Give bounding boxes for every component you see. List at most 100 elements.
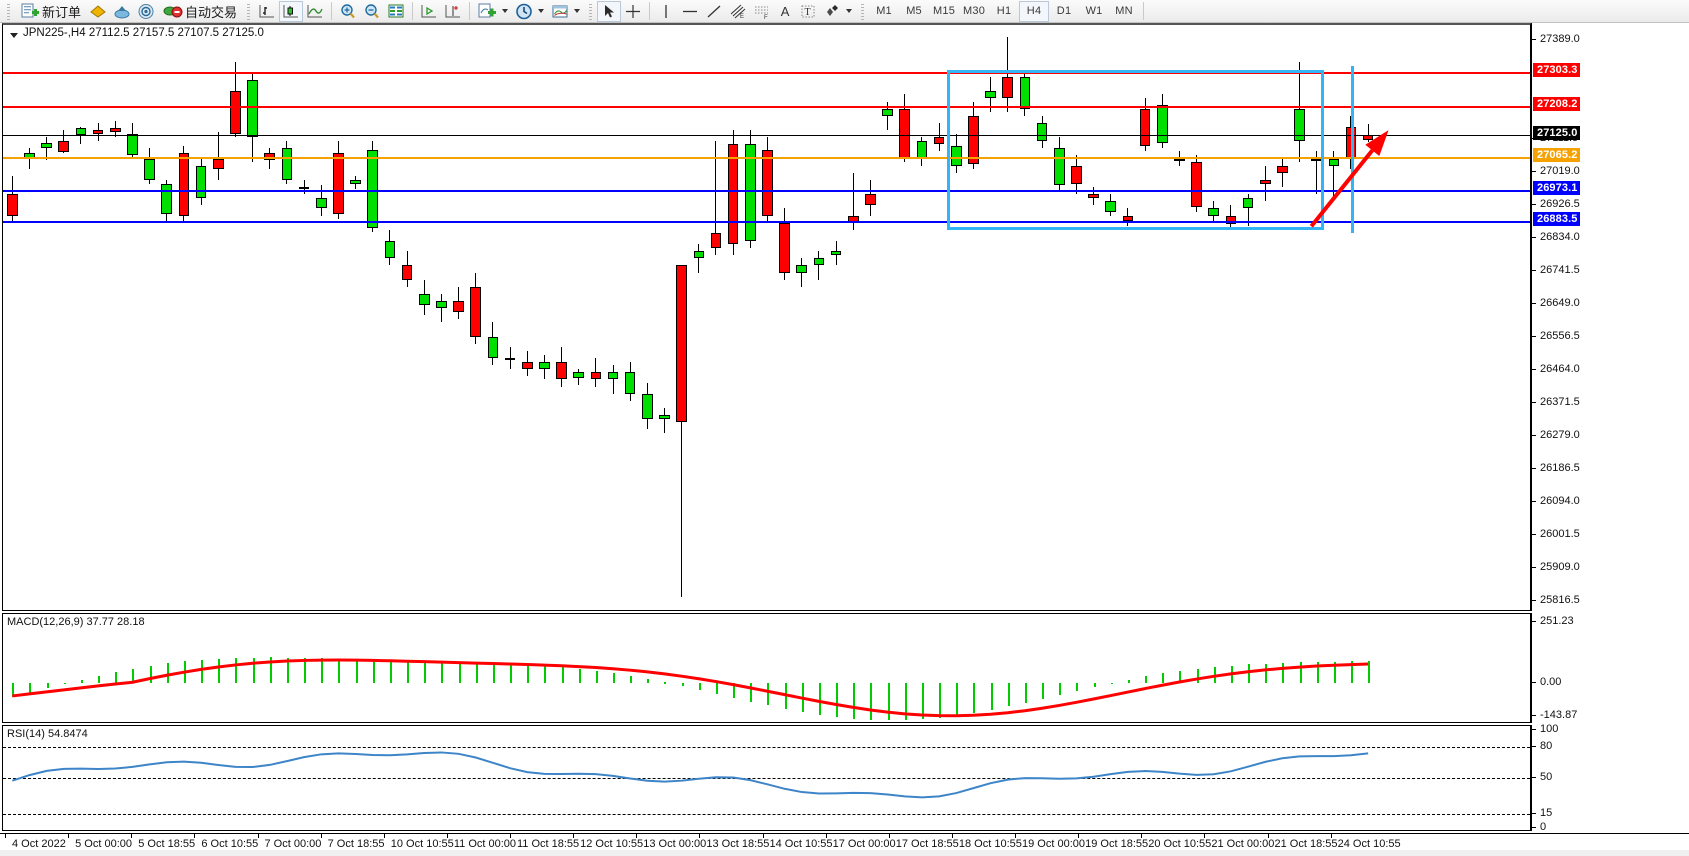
candle-body-down [58,140,70,153]
price-badge-current-price[interactable]: 27125.0 [1533,126,1581,141]
auto-scroll-button[interactable] [441,1,465,22]
signal-button[interactable] [134,1,158,22]
price-scale-axis[interactable]: 27389.027303.327208.227125.027111.527065… [1531,23,1689,611]
vertical-line-button[interactable] [654,1,678,22]
timeframe-mn[interactable]: MN [1115,5,1133,17]
macd-histogram-bar [1179,670,1182,683]
macd-histogram-bar [149,665,152,683]
data-window-button[interactable] [384,1,408,22]
macd-histogram-bar [424,661,427,683]
macd-indicator-pane[interactable]: MACD(12,26,9) 37.77 28.18 [2,613,1531,723]
macd-histogram-bar [715,682,718,694]
macd-histogram-bar [578,669,581,683]
level-line-pivot[interactable] [3,156,1530,159]
bar-chart-button[interactable] [255,1,279,22]
price-badge-resistance-lower[interactable]: 27208.2 [1533,96,1581,111]
autotrading-icon [163,6,183,18]
rsi-tick: 0 [1532,821,1546,833]
new-order-button[interactable]: 新订单 [15,1,86,22]
macd-histogram-bar [733,682,736,698]
time-tick: 13 Oct 00:00 [636,833,707,850]
templates-button[interactable] [548,1,572,22]
candle-wick [663,407,665,433]
paint-button[interactable] [86,1,110,22]
timeframe-w1[interactable]: W1 [1085,5,1103,17]
candle-body-down [1277,165,1288,173]
candle-wick [46,137,48,161]
zoom-out-button[interactable] [360,1,384,22]
candlestick [659,25,670,610]
timeframe-m1[interactable]: M1 [876,5,892,17]
candlestick [796,25,808,610]
candlestick [1242,25,1254,610]
price-badge-pivot[interactable]: 27065.2 [1533,147,1581,162]
timeframe-h4[interactable]: H4 [1019,0,1050,22]
add-indicator-dropdown-caret[interactable] [502,9,509,13]
horizontal-line-button[interactable] [678,1,702,22]
timeframe-m15[interactable]: M15 [933,5,956,17]
chart-collapse-arrow-icon[interactable] [10,33,18,38]
level-line-support-upper[interactable] [3,189,1530,192]
upload-button[interactable] [110,1,134,22]
candle-body-down [1088,194,1099,198]
price-chart-pane[interactable]: JPN225-,H4 27112.5 27157.5 27107.5 27125… [2,23,1531,611]
candle-body-up [1053,147,1065,186]
level-line-resistance-lower[interactable] [3,105,1530,108]
price-badge-resistance-upper[interactable]: 27303.3 [1533,62,1581,77]
shapes-dropdown-caret[interactable] [846,9,853,13]
fibonacci-button[interactable]: F [750,1,774,22]
zoom-in-button[interactable] [336,1,360,22]
candlestick [847,25,859,610]
trendline-button[interactable] [702,1,726,22]
chart-shift-button[interactable] [417,1,441,22]
candlestick [384,25,396,610]
selection-rectangle[interactable] [946,69,1324,230]
add-indicator-button[interactable] [474,1,500,22]
level-line-current-price[interactable] [3,135,1530,137]
period-button[interactable] [512,1,536,22]
toolbar-separator-1 [331,2,333,20]
level-line-resistance-upper[interactable] [3,71,1530,74]
macd-histogram-bar [407,661,410,683]
candlestick-chart-button[interactable] [279,0,304,22]
candlestick [1191,25,1202,610]
timeframe-d1[interactable]: D1 [1056,5,1072,17]
auto-trading-button[interactable]: 自动交易 [158,1,242,22]
macd-histogram-bar [201,659,204,683]
upload-icon [114,5,130,18]
timeframe-m5[interactable]: M5 [906,5,922,17]
toolbar-grip[interactable] [5,1,12,21]
macd-histogram-bar [527,665,530,683]
period-dropdown-caret[interactable] [538,9,545,13]
time-tick: 6 Oct 10:55 [194,833,259,850]
rsi-indicator-pane[interactable]: RSI(14) 54.8474 [2,725,1531,831]
candle-body-up [830,251,842,255]
chart-workspace: JPN225-,H4 27112.5 27157.5 27107.5 27125… [0,23,1689,833]
vertical-line-marker[interactable] [1350,65,1354,234]
crosshair-button[interactable] [621,1,645,22]
price-badge-support-upper[interactable]: 26973.1 [1533,180,1581,195]
zoom-in-icon [341,3,355,18]
rsi-label: RSI(14) 54.8474 [7,728,88,740]
bar-chart-icon [259,4,275,17]
level-line-support-lower[interactable] [3,221,1530,224]
shapes-button[interactable] [820,1,844,22]
text-label-button[interactable]: T [796,1,820,22]
timeframe-m30[interactable]: M30 [963,5,986,17]
templates-dropdown-caret[interactable] [574,9,581,13]
toolbar-grip-2[interactable] [245,1,253,21]
candle-body-down [1225,215,1237,225]
price-badge-support-lower[interactable]: 26883.5 [1533,212,1581,227]
candle-wick [612,365,614,394]
cursor-button[interactable] [597,0,622,22]
timeframe-h1[interactable]: H1 [996,5,1012,17]
time-tick: 21 Oct 18:55 [1267,833,1338,850]
macd-histogram-bar [115,671,118,683]
price-tick: 25816.5 [1532,594,1580,606]
text-button[interactable]: A [780,3,790,19]
equidistant-channel-button[interactable]: E [726,1,750,22]
toolbar-grip-4[interactable] [859,1,867,21]
candle-body-up [607,372,619,380]
line-chart-button[interactable] [303,1,327,22]
toolbar-grip-3[interactable] [587,1,595,21]
